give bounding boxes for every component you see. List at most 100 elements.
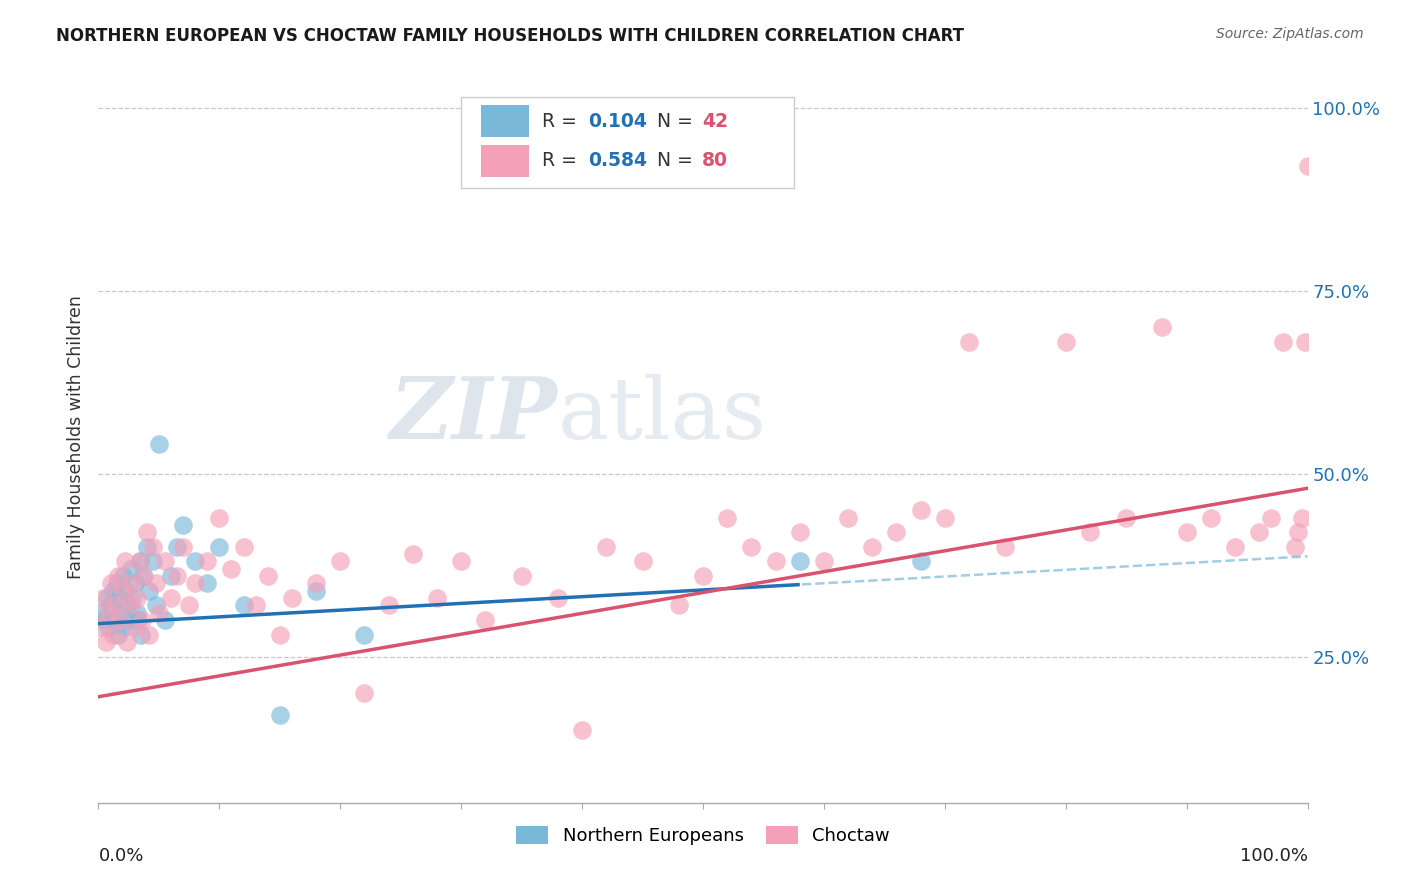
Point <box>135 525 157 540</box>
Point <box>166 569 188 583</box>
Point <box>153 554 176 568</box>
Point <box>128 554 150 568</box>
Point <box>120 562 142 576</box>
Point <box>740 540 762 554</box>
Point <box>96 591 118 605</box>
Point <box>1115 510 1137 524</box>
Point <box>114 583 136 598</box>
Text: 42: 42 <box>702 112 728 130</box>
Point <box>100 576 122 591</box>
Point <box>131 613 153 627</box>
Point <box>112 620 135 634</box>
Point <box>127 606 149 620</box>
Point <box>142 540 165 554</box>
Point <box>117 599 139 613</box>
Point <box>135 540 157 554</box>
FancyBboxPatch shape <box>461 97 793 188</box>
Point <box>402 547 425 561</box>
Point <box>1152 320 1174 334</box>
Point <box>195 554 218 568</box>
Text: 80: 80 <box>702 151 728 170</box>
Point <box>121 576 143 591</box>
Point <box>132 569 155 583</box>
Point <box>450 554 472 568</box>
Point <box>195 576 218 591</box>
Point <box>1175 525 1198 540</box>
Point <box>94 635 117 649</box>
Point <box>108 606 131 620</box>
Point <box>138 627 160 641</box>
Point <box>90 620 112 634</box>
Point <box>813 554 835 568</box>
Point <box>114 554 136 568</box>
Text: R =: R = <box>543 112 583 130</box>
Point <box>111 569 134 583</box>
Point <box>1291 510 1313 524</box>
Point <box>910 503 932 517</box>
Point <box>1078 525 1101 540</box>
Text: NORTHERN EUROPEAN VS CHOCTAW FAMILY HOUSEHOLDS WITH CHILDREN CORRELATION CHART: NORTHERN EUROPEAN VS CHOCTAW FAMILY HOUS… <box>56 27 965 45</box>
Point <box>121 591 143 605</box>
Point <box>910 554 932 568</box>
Point <box>208 540 231 554</box>
Text: 0.0%: 0.0% <box>98 847 143 864</box>
Point <box>166 540 188 554</box>
Point <box>595 540 617 554</box>
Point <box>142 554 165 568</box>
Point <box>184 554 207 568</box>
Point <box>90 606 112 620</box>
Point <box>103 613 125 627</box>
Point <box>108 613 131 627</box>
Point <box>153 613 176 627</box>
Point <box>128 554 150 568</box>
Point <box>184 576 207 591</box>
Point <box>91 591 114 605</box>
Point <box>232 599 254 613</box>
Point <box>232 540 254 554</box>
Point <box>97 606 120 620</box>
Point <box>256 569 278 583</box>
Point <box>426 591 449 605</box>
FancyBboxPatch shape <box>481 145 529 177</box>
Point <box>101 627 124 641</box>
Point <box>789 525 811 540</box>
Point <box>1223 540 1246 554</box>
Point <box>305 576 328 591</box>
Point <box>281 591 304 605</box>
FancyBboxPatch shape <box>481 105 529 137</box>
Point <box>510 569 533 583</box>
Point <box>692 569 714 583</box>
Point <box>124 576 146 591</box>
Point <box>269 708 291 723</box>
Text: N =: N = <box>651 151 699 170</box>
Point <box>179 599 201 613</box>
Point <box>957 334 980 349</box>
Point <box>134 569 156 583</box>
Point <box>129 627 152 641</box>
Point <box>571 723 593 737</box>
Point <box>668 599 690 613</box>
Point <box>107 627 129 641</box>
Point <box>104 599 127 613</box>
Point <box>118 599 141 613</box>
Point <box>547 591 569 605</box>
Point <box>93 613 115 627</box>
Text: ZIP: ZIP <box>389 374 558 457</box>
Text: 0.104: 0.104 <box>588 112 647 130</box>
Point <box>765 554 787 568</box>
Point <box>1284 540 1306 554</box>
Point <box>305 583 328 598</box>
Text: atlas: atlas <box>558 374 768 457</box>
Point <box>1294 334 1316 349</box>
Point <box>138 583 160 598</box>
Point <box>127 613 149 627</box>
Y-axis label: Family Households with Children: Family Households with Children <box>66 295 84 579</box>
Point <box>101 583 124 598</box>
Point <box>1054 334 1077 349</box>
Point <box>1272 334 1295 349</box>
Point <box>716 510 738 524</box>
Point <box>117 635 139 649</box>
Point <box>353 627 375 641</box>
Point <box>148 606 170 620</box>
Point <box>100 599 122 613</box>
